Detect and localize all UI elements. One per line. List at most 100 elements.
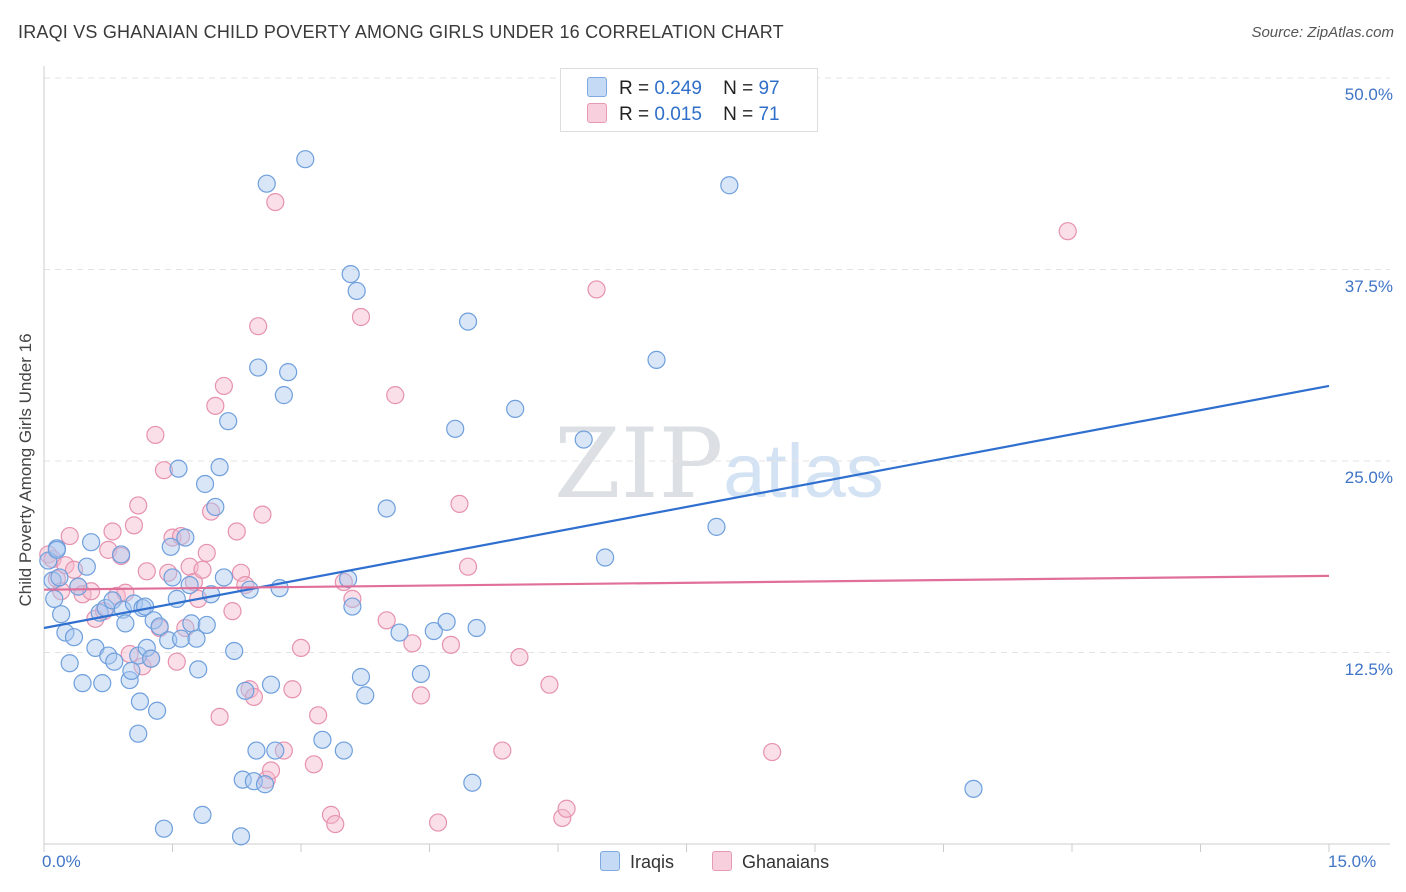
iraqis-point [116,614,135,633]
iraqis-point [574,430,593,449]
bottom-legend-ghanaians-label: Ghanaians [742,852,830,872]
iraqis-point [210,458,229,477]
legend-r-value: 0.015 [654,104,702,125]
iraqis-point [377,499,396,518]
ghanaians-point [304,755,323,774]
ghanaians-point [60,526,79,546]
legend-r-value: 0.249 [654,78,702,99]
iraqis-point [964,779,983,798]
iraqis-point [446,419,465,438]
iraqis-point [141,649,161,668]
ghanaians-point [428,813,448,832]
ghanaians-point [253,505,272,524]
ghanaians-point [441,635,461,654]
ghanaians-points [39,192,1077,834]
y-tick-label: 12.5% [1344,659,1393,679]
iraqis-point [467,618,486,638]
iraqis-point [437,612,456,631]
ghanaians-point [129,496,148,515]
legend-row-ghanaians: R = 0.015 N = 71 [587,103,780,126]
iraqis-point [506,399,525,419]
ghanaians-point [167,652,186,671]
iraqis-point [120,670,139,690]
iraqis-point [214,568,233,587]
legend-n-label: N = [723,78,754,99]
iraqis-point [111,545,131,564]
iraqis-point [45,589,64,608]
iraqis-point [356,686,375,705]
legend-row-iraqis: R = 0.249 N = 97 [587,77,780,100]
chart-title: IRAQI VS GHANAIAN CHILD POVERTY AMONG GI… [18,22,784,42]
bottom-legend-iraqis-label: Iraqis [630,852,675,872]
watermark-atlas: atlas [723,429,884,514]
iraqis-point [129,724,148,743]
legend-r-label: R = [619,104,650,125]
ghanaians-point [557,799,576,818]
legend: R = 0.249 N = 97 R = 0.015 N = 71 [560,68,818,132]
bottom-legend-ghanaians: Ghanaians [712,851,829,873]
ghanaians-point [206,396,225,415]
ghanaians-point [283,680,302,699]
iraqis-point [105,652,124,671]
watermark-zip: ZIP [554,408,724,520]
iraqis-point [180,575,199,595]
iraqis-point [313,730,332,749]
iraqis-point [64,628,84,647]
iraqis-point [707,517,726,536]
iraqis-point [69,577,88,596]
iraqis-point [225,641,244,661]
iraqis-point [341,264,360,284]
iraqis-point [52,605,71,624]
ghanaians-point [227,522,246,541]
ghanaians-point [193,560,212,579]
iraqis-point [219,412,238,431]
ghanaians-point [458,557,478,576]
iraqis-point [296,150,315,169]
ghanaians-point [154,461,174,480]
iraqis-point [596,548,615,567]
bottom-swatch-iraqis [600,851,620,871]
x-tick-max: 15.0% [1328,852,1377,871]
iraqis-point [50,568,69,587]
ghanaians-point [403,634,422,653]
iraqis-point [343,597,362,616]
iraqis-point [274,386,293,405]
iraqis-point [147,701,167,720]
bottom-legend-iraqis: Iraqis [600,851,674,873]
y-tick-label: 50.0% [1344,85,1393,104]
iraqis-point [187,629,206,648]
iraqis-point [77,557,96,576]
ghanaians-point [1058,222,1077,241]
watermark: ZIPatlas [554,408,884,520]
ghanaians-point [309,706,328,725]
source-label: Source: ZipAtlas.com [1251,24,1394,41]
legend-swatch-iraqis [587,77,607,97]
iraqis-point [182,614,201,633]
iraqis-point [195,474,215,494]
ghanaians-point [540,675,559,694]
iraqis-point [93,674,112,693]
iraqis-point [103,591,122,610]
iraqis-point [424,621,443,641]
iraqis-point [249,358,268,377]
ghanaians-point [386,386,405,405]
ghanaians-point [411,686,431,705]
iraqis-point [150,617,169,636]
iraqis-point [266,741,285,760]
iraqis-point [390,623,409,642]
y-tick-label: 37.5% [1344,276,1393,296]
iraqis-point [334,741,353,760]
iraqis-point [247,741,266,760]
iraqis-point [137,638,156,658]
y-tick-label: 25.0% [1344,468,1393,487]
ghanaians-point [103,522,122,541]
ghanaians-point [291,638,311,658]
iraqis-point [169,459,188,478]
ghanaians-point [450,494,469,513]
iraqis-point [206,497,225,517]
ghanaians-point [321,805,341,824]
iraqis-point [458,312,478,331]
iraqis-point [189,660,208,679]
y-axis-label: Child Poverty Among Girls Under 16 [16,333,35,607]
